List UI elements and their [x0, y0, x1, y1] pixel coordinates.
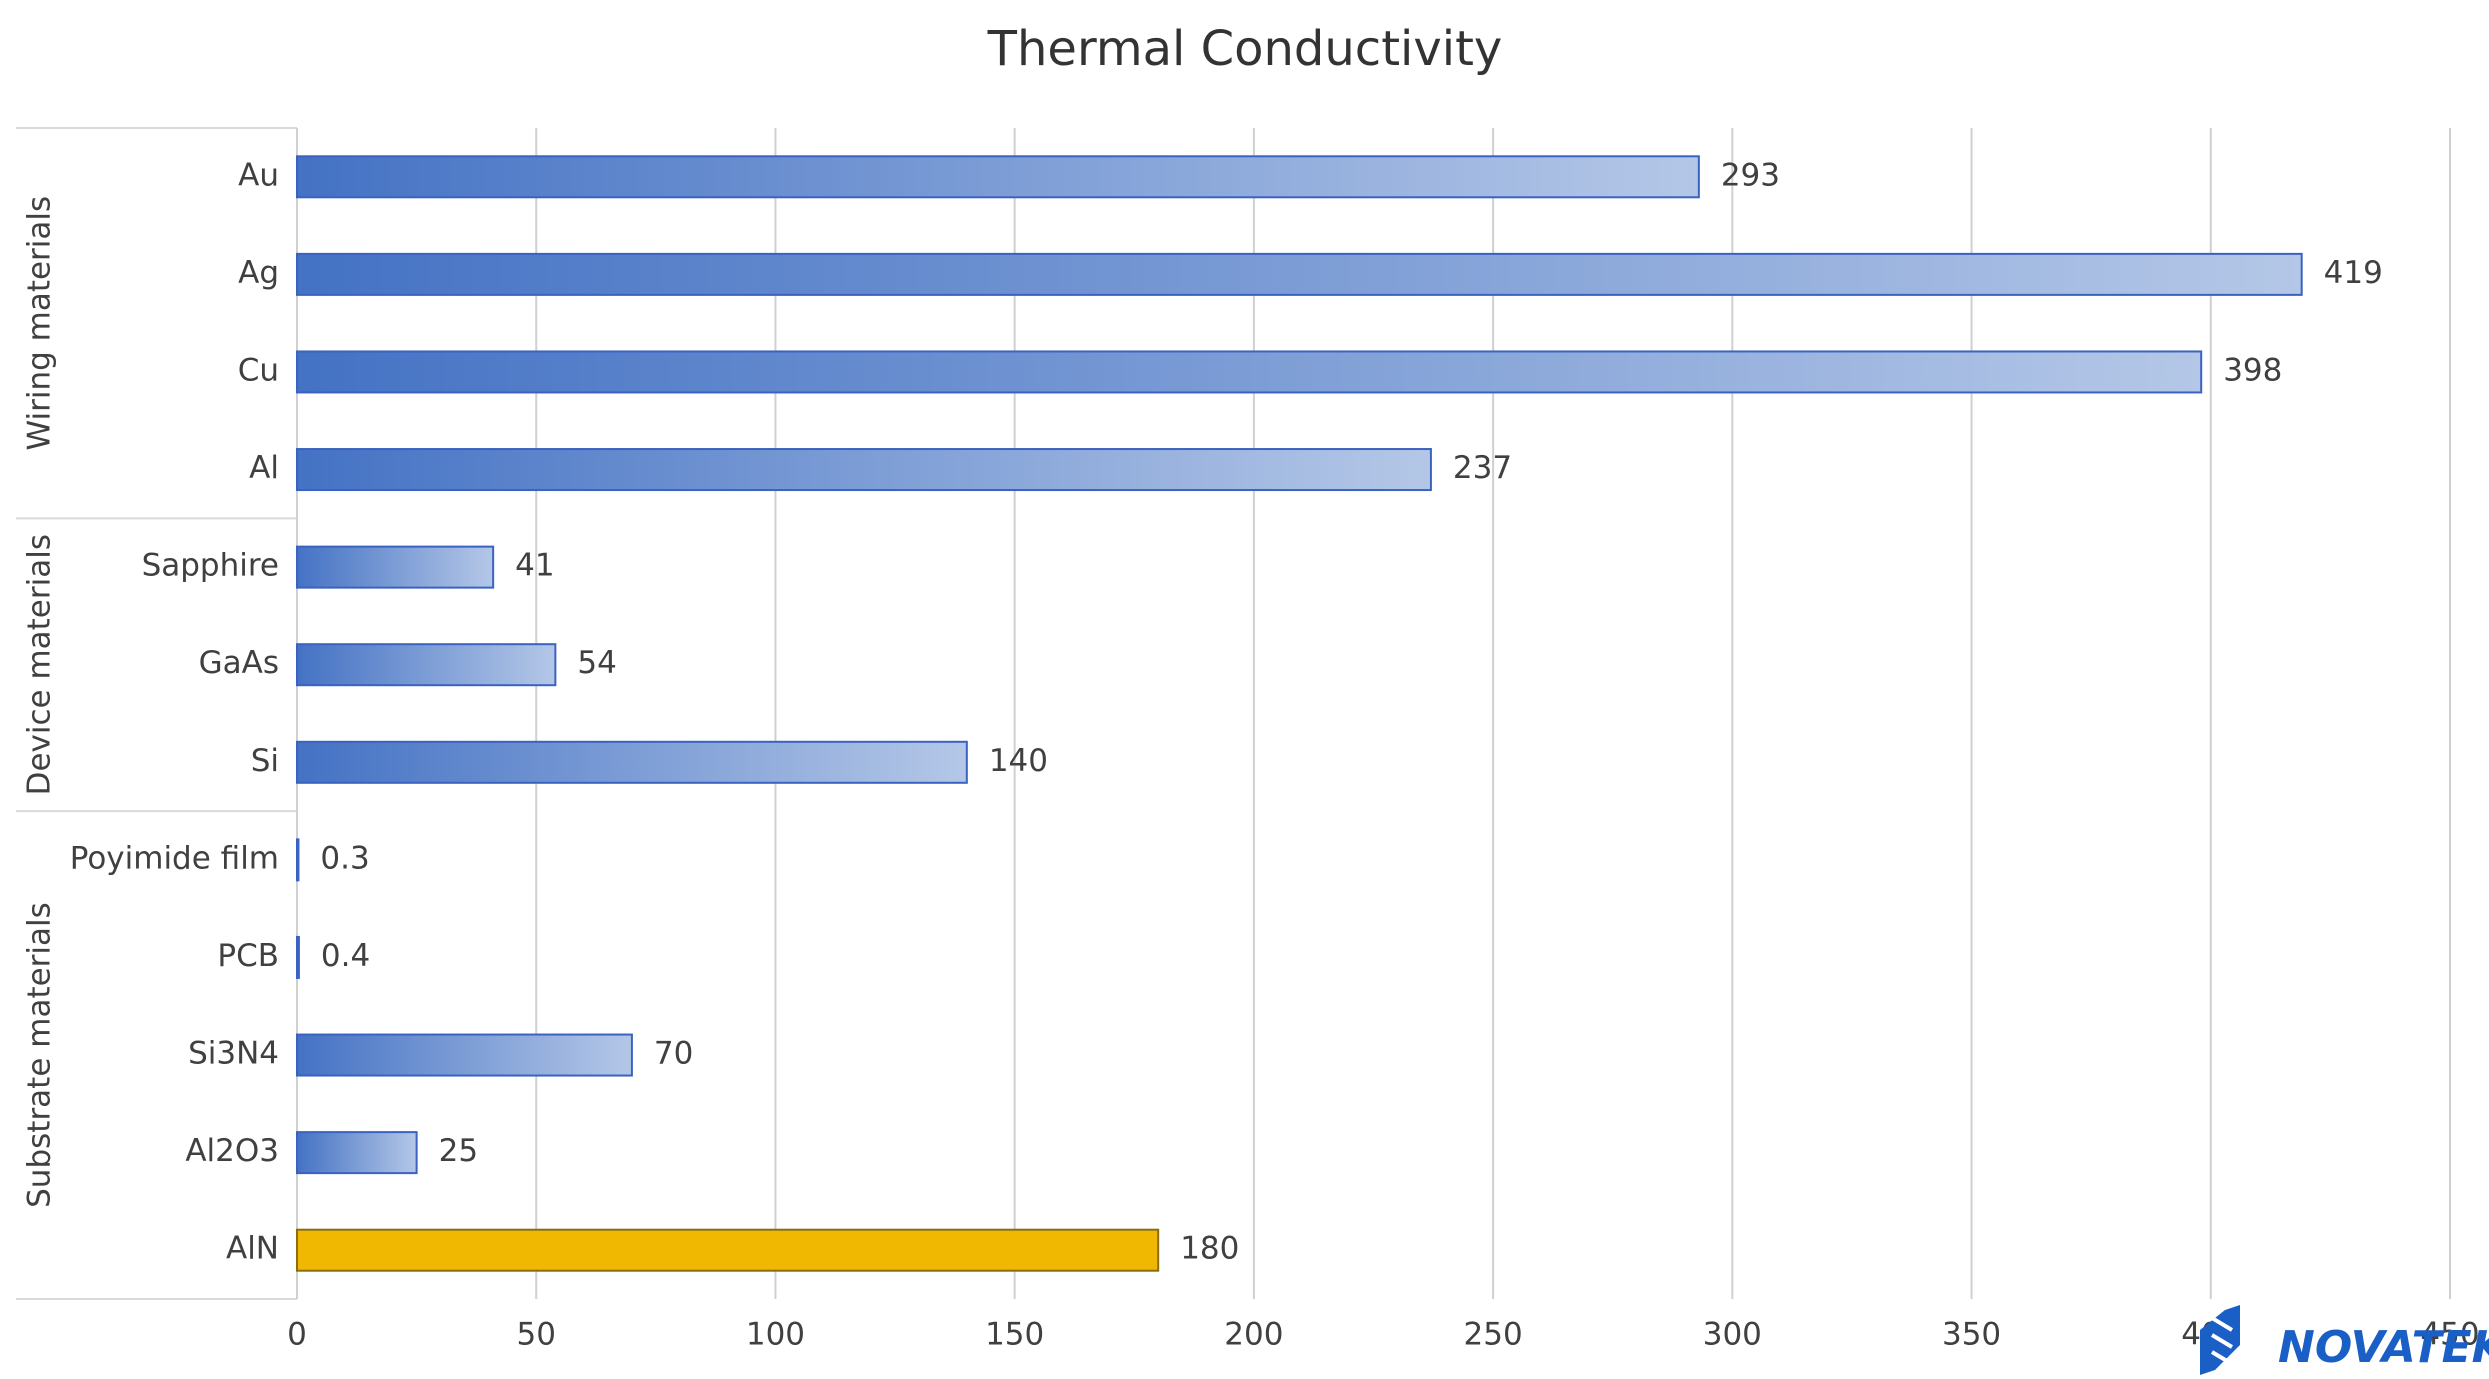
value-label: 237	[1453, 450, 1512, 486]
group-label: Device materials	[22, 534, 58, 795]
value-label: 54	[577, 645, 616, 681]
value-label: 140	[989, 743, 1048, 779]
value-label: 419	[2324, 255, 2383, 291]
value-label: 25	[439, 1133, 478, 1169]
x-tick-label: 100	[746, 1317, 805, 1353]
value-label: 70	[654, 1036, 693, 1072]
value-label: 41	[515, 548, 554, 584]
bar	[296, 643, 557, 687]
x-tick-label: 250	[1464, 1317, 1523, 1353]
category-label: Poyimide film	[70, 840, 279, 876]
bar	[296, 350, 2203, 394]
bar	[296, 935, 300, 979]
value-label: 398	[2223, 352, 2282, 388]
category-label: Al	[249, 450, 279, 486]
value-label: 0.4	[321, 938, 370, 974]
logo-text: NOVATEK	[2278, 1322, 2489, 1373]
bar	[296, 1228, 1160, 1272]
bar	[296, 252, 2303, 296]
x-tick-label: 450	[2420, 1317, 2479, 1353]
x-tick-label: 300	[1703, 1317, 1762, 1353]
logo: NOVATEK	[2200, 1305, 2489, 1375]
group-label: Substrate materials	[22, 902, 58, 1208]
category-label: Al2O3	[185, 1133, 279, 1169]
bar	[296, 545, 495, 589]
category-label: AlN	[226, 1231, 279, 1267]
value-label: 180	[1180, 1231, 1239, 1267]
category-label: Ag	[238, 255, 279, 291]
value-label: 0.3	[320, 840, 369, 876]
group-label: Wiring materials	[22, 196, 58, 451]
x-tick-label: 50	[516, 1317, 555, 1353]
x-tick-label: 0	[287, 1317, 307, 1353]
value-label: 293	[1721, 157, 1780, 193]
bar	[296, 448, 1432, 492]
bar	[296, 1131, 418, 1175]
bar	[296, 155, 1700, 199]
x-tick-label: 200	[1224, 1317, 1283, 1353]
category-label: Si	[251, 743, 279, 779]
category-label: Au	[238, 157, 279, 193]
category-label: PCB	[217, 938, 279, 974]
category-label: Cu	[238, 352, 279, 388]
logo-icon-lines	[2210, 1316, 2234, 1366]
category-label: Si3N4	[188, 1036, 279, 1072]
bar	[296, 1033, 633, 1077]
x-tick-label: 350	[1942, 1317, 2001, 1353]
chart-title: Thermal Conductivity	[987, 21, 1503, 77]
x-tick-label: 150	[985, 1317, 1044, 1353]
category-label: Sapphire	[142, 548, 279, 584]
bar	[296, 740, 968, 784]
category-label: GaAs	[199, 645, 279, 681]
bar	[296, 838, 300, 882]
